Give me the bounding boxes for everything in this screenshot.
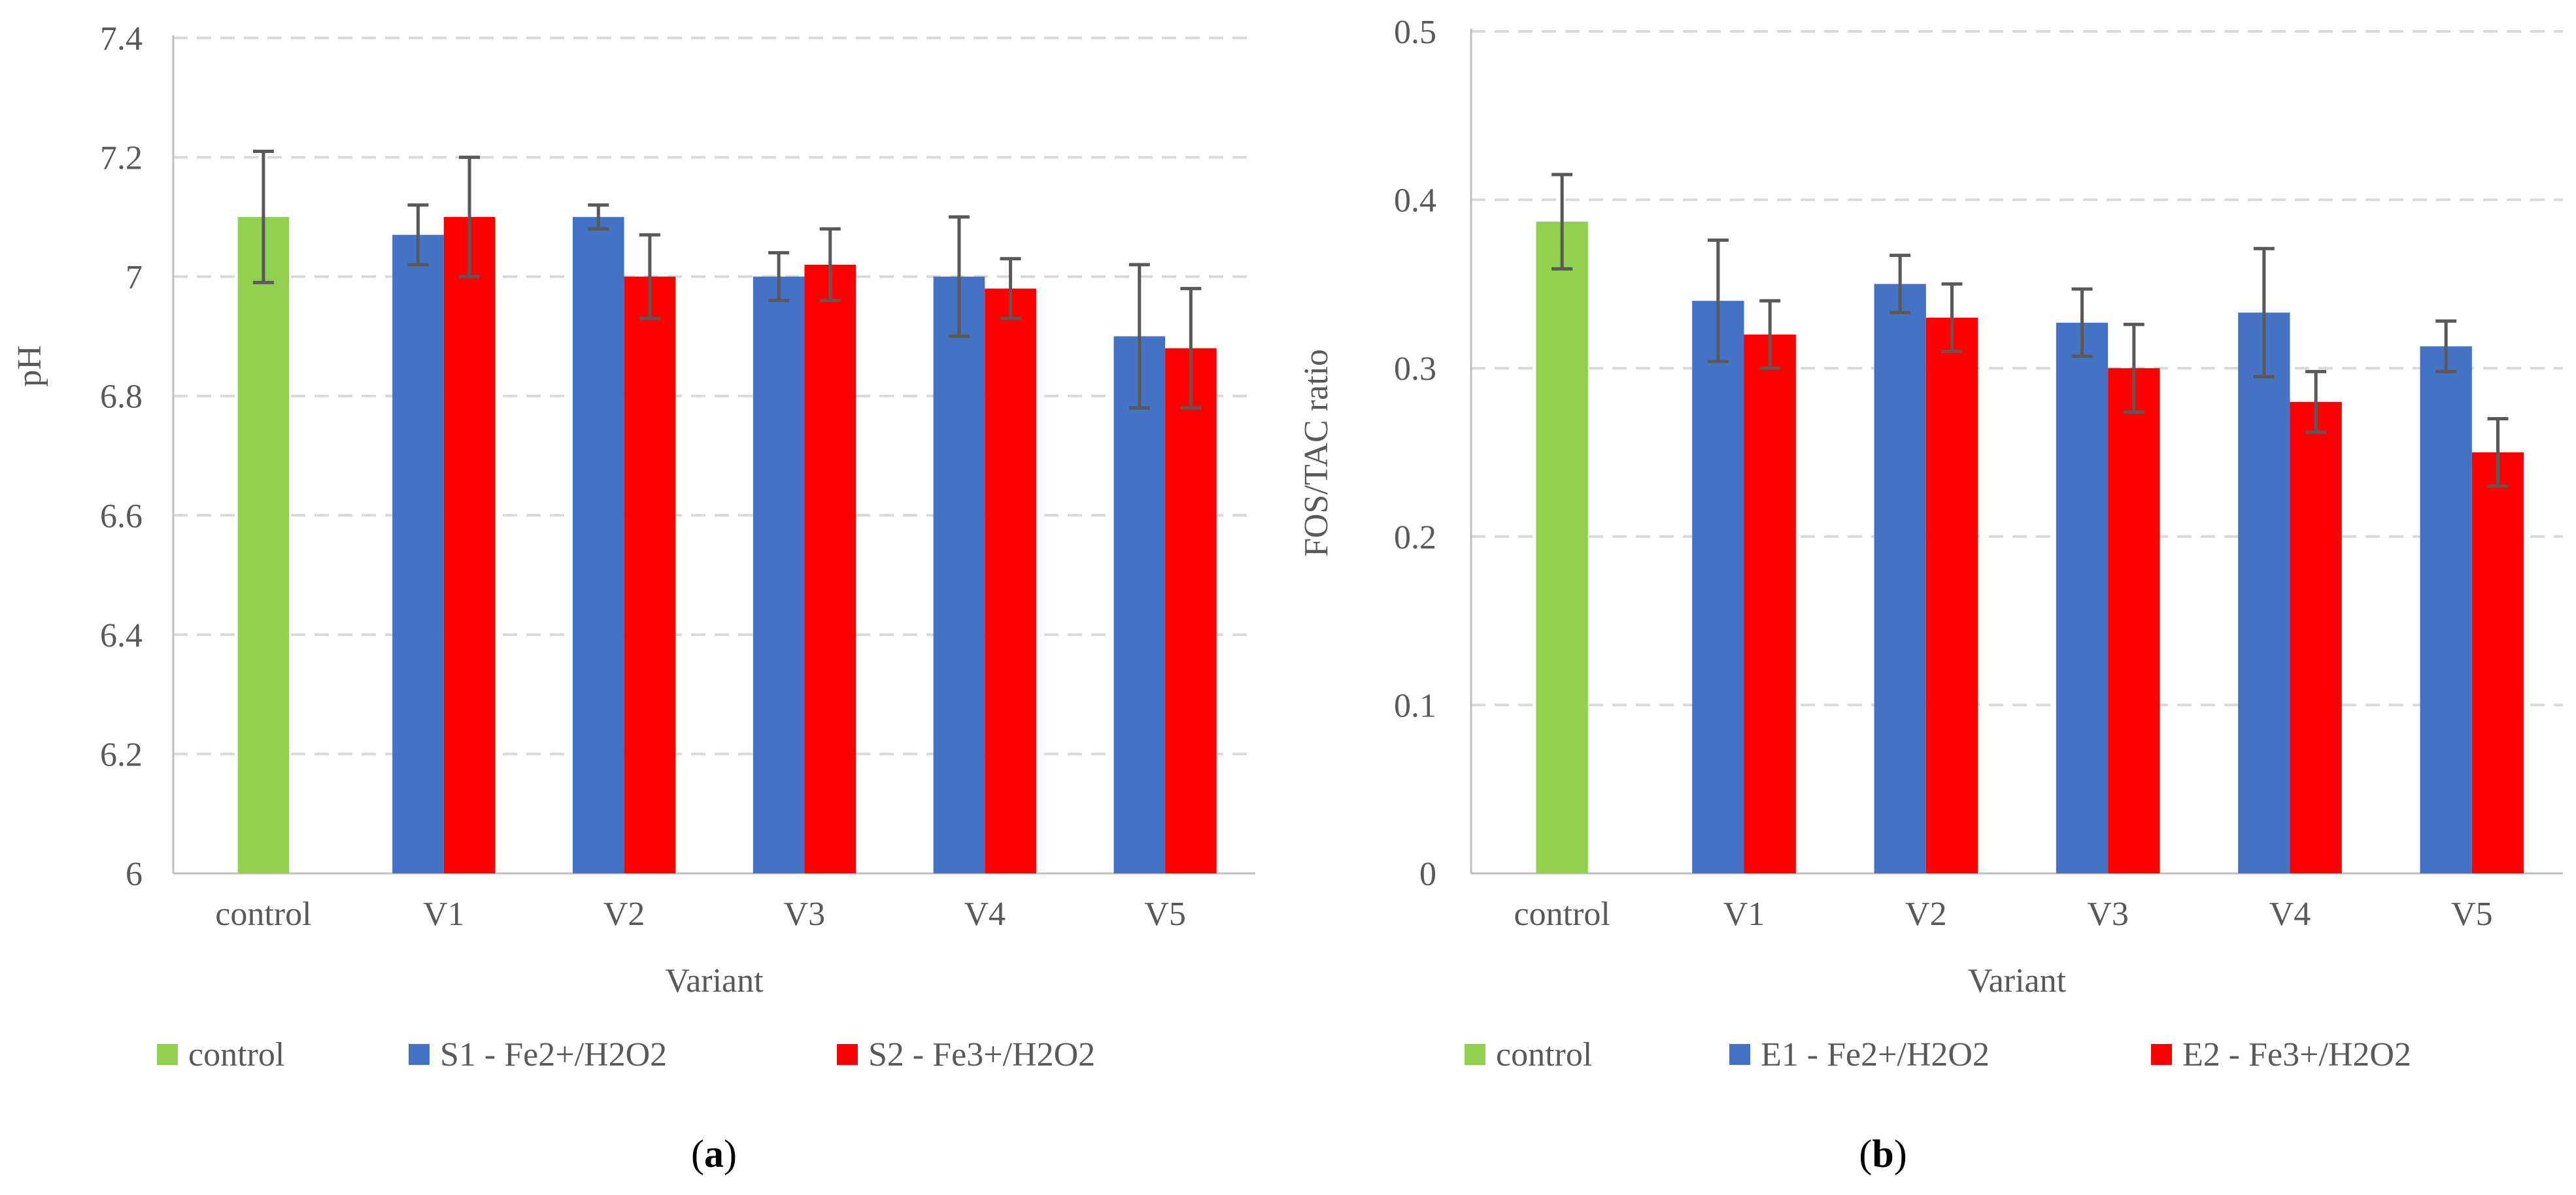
legend-swatch [409,1044,430,1065]
bar-V1-series-2 [443,216,496,873]
legend-label: E2 - Fe3+/H2O2 [2182,1036,2411,1073]
bar-V3-series-2 [804,264,856,873]
bar-V4-series-2 [985,288,1036,873]
legend-label: S2 - Fe3+/H2O2 [868,1036,1095,1073]
bar-V3-series-1 [2056,322,2109,873]
x-tick-label: V2 [1905,896,1947,933]
legend: control S1 - Fe2+/H2O2 S2 - Fe3+/H2O2 [157,1036,1095,1073]
y-tick-label: 6.4 [100,617,143,654]
y-tick-label: 7.2 [100,140,143,177]
y-tick-label: 6 [126,856,143,893]
y-tick-label: 0.1 [1394,687,1436,724]
x-tick-label: V5 [2451,896,2493,933]
bar-V4-series-2 [2290,401,2342,873]
bar-V4-series-1 [2238,312,2290,873]
bar-V5-series-1 [2420,346,2472,873]
x-tick-label: V3 [784,896,826,933]
panel-label: (b) [1859,1132,1907,1175]
panel-label: (a) [691,1132,737,1175]
legend-label: control [188,1036,284,1073]
x-tick-label: V5 [1144,896,1186,933]
bar-V2-series-2 [624,277,676,874]
legend: control E1 - Fe2+/H2O2 E2 - Fe3+/H2O2 [1465,1036,2411,1073]
bar-V5-series-2 [2471,452,2524,873]
bar-V5-series-2 [1165,348,1217,873]
y-tick-label: 6.8 [100,379,143,416]
bar-control-series-0 [237,216,290,873]
bar-V2-series-1 [572,216,624,873]
y-axis-title: pH [11,345,48,387]
legend-swatch [1729,1044,1750,1065]
bar-V1-series-1 [392,235,444,873]
y-tick-label: 0 [1419,856,1436,893]
bar-V2-series-1 [1874,284,1926,873]
bar-V5-series-1 [1113,336,1166,873]
chart-panel-a: 6 6.2 6.4 6.6 6.8 7 7.2 7.4 control V1 V2 V3 V4 V5 Var… [11,20,1255,1175]
bar-V3-series-1 [753,277,805,874]
y-tick-label: 6.6 [100,497,143,535]
y-tick-label: 0.2 [1394,519,1436,556]
y-axis-title: FOS/TAC ratio [1298,349,1335,557]
legend-label: E1 - Fe2+/H2O2 [1761,1036,1990,1073]
bar-V2-series-2 [1925,317,1978,873]
y-tick-label: 0.5 [1394,14,1436,51]
x-tick-label: V2 [603,896,645,933]
x-tick-label: V1 [423,896,465,933]
y-tick-label: 7 [126,259,143,296]
x-tick-label: V4 [964,896,1006,933]
y-tick-label: 0.3 [1394,350,1436,388]
legend-swatch [157,1044,178,1065]
x-tick-label: V3 [2087,896,2129,933]
x-axis-title: Variant [1968,962,2067,1000]
bar-V1-series-1 [1692,301,1744,873]
x-axis-title: Variant [665,962,764,1000]
legend-label: S1 - Fe2+/H2O2 [440,1036,667,1073]
chart-panel-b: 0 0.1 0.2 0.3 0.4 0.5 control V1 V2 V3 V4 V5 Variant… [1298,14,2563,1175]
bar-V4-series-1 [933,277,985,874]
legend-swatch [1465,1044,1485,1065]
bar-V1-series-2 [1744,334,1796,873]
legend-swatch [2151,1044,2172,1065]
legend-swatch [837,1044,858,1065]
x-tick-label: V1 [1723,896,1765,933]
x-tick-label: control [215,896,311,933]
y-tick-label: 6.2 [100,736,143,773]
legend-label: control [1496,1036,1592,1073]
y-tick-label: 7.4 [100,20,143,58]
bar-control-series-0 [1536,222,1588,873]
bar-V3-series-2 [2108,368,2160,873]
x-tick-label: control [1514,896,1610,933]
y-tick-label: 0.4 [1394,182,1436,220]
x-tick-label: V4 [2269,896,2311,933]
